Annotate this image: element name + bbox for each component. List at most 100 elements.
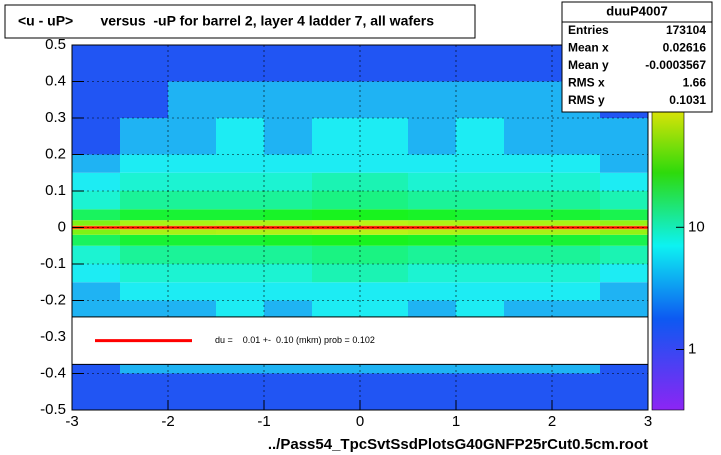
heat-cell [360, 118, 408, 155]
heat-cell [552, 172, 600, 191]
heat-cell [600, 245, 648, 264]
heat-cell [168, 154, 216, 173]
heat-cell [312, 209, 360, 221]
stats-label: Mean y [568, 58, 609, 72]
heat-cell [552, 264, 600, 283]
heat-cell [456, 373, 504, 410]
heat-cell [360, 191, 408, 210]
heat-cell [552, 234, 600, 246]
heat-cell [456, 45, 504, 82]
plot-area [71, 44, 649, 411]
heat-cell [408, 154, 456, 173]
heat-cell [504, 282, 552, 301]
heat-cell [264, 245, 312, 264]
fit-legend-text: du = 0.01 +- 0.10 (mkm) prob = 0.102 [215, 335, 375, 345]
y-tick-label: 0.1 [45, 182, 66, 199]
stats-label: Mean x [568, 41, 609, 55]
heat-cell [312, 282, 360, 301]
heat-cell [72, 154, 120, 173]
heat-cell [504, 45, 552, 82]
heat-cell [360, 172, 408, 191]
heat-cell [120, 229, 168, 235]
heat-cell [360, 220, 408, 226]
heat-cell [456, 81, 504, 118]
heat-cell [216, 220, 264, 226]
y-tick-label: 0.4 [45, 72, 66, 89]
heat-cell [312, 81, 360, 118]
heat-cell [600, 154, 648, 173]
heat-cell [600, 209, 648, 221]
heat-cell [264, 234, 312, 246]
x-tick-label: 2 [548, 413, 556, 430]
heat-cell [360, 209, 408, 221]
heat-cell [312, 154, 360, 173]
heat-cell [552, 191, 600, 210]
heat-cell [408, 191, 456, 210]
chart-title: <u - uP> versus -uP for barrel 2, layer … [18, 13, 434, 29]
heat-cell [72, 282, 120, 301]
heat-cell [408, 282, 456, 301]
heat-cell [312, 245, 360, 264]
heat-cell [552, 282, 600, 301]
y-tick-label: -0.4 [40, 364, 66, 381]
heat-cell [408, 373, 456, 410]
heat-cell [72, 81, 120, 118]
heat-cell [312, 373, 360, 410]
heat-cell [168, 45, 216, 82]
heat-cell [360, 229, 408, 235]
heat-cell [168, 209, 216, 221]
heat-cell [312, 234, 360, 246]
heat-cell [504, 220, 552, 226]
stats-value: 0.1031 [669, 93, 706, 107]
heat-cell [120, 282, 168, 301]
heat-cell [264, 373, 312, 410]
stats-label: RMS y [568, 93, 605, 107]
heat-cell [552, 209, 600, 221]
heat-cell [120, 234, 168, 246]
heat-cell [216, 45, 264, 82]
heat-cell [456, 209, 504, 221]
heat-cell [456, 220, 504, 226]
heat-cell [552, 220, 600, 226]
heat-cell [120, 264, 168, 283]
x-tick-label: -3 [65, 413, 78, 430]
heat-cell [312, 118, 360, 155]
heat-cell [360, 373, 408, 410]
heat-cell [264, 209, 312, 221]
heat-cell [264, 81, 312, 118]
heat-cell [408, 264, 456, 283]
heat-cell [72, 45, 120, 82]
heat-cell [456, 282, 504, 301]
y-tick-label: 0.3 [45, 109, 66, 126]
heat-cell [120, 172, 168, 191]
heat-cell [504, 209, 552, 221]
heat-cell [360, 264, 408, 283]
heat-cell [600, 191, 648, 210]
heat-cell [216, 264, 264, 283]
heat-cell [72, 229, 120, 235]
heat-cell [216, 191, 264, 210]
stats-box: duuP4007 Entries 173104 Mean x 0.02616 Mean … [561, 1, 713, 113]
heat-cell [216, 229, 264, 235]
heat-cell [216, 234, 264, 246]
heat-cell [504, 229, 552, 235]
z-tick-label: 10 [688, 218, 705, 235]
heat-cell [264, 45, 312, 82]
heat-cell [600, 282, 648, 301]
heat-cell [168, 282, 216, 301]
heat-cell [216, 373, 264, 410]
heat-cell [456, 118, 504, 155]
heat-cell [120, 245, 168, 264]
heat-cell [312, 45, 360, 82]
heat-cell [264, 118, 312, 155]
heat-cell [168, 191, 216, 210]
heat-cell [360, 245, 408, 264]
heat-cell [168, 81, 216, 118]
heat-cell [216, 172, 264, 191]
heat-cell [72, 373, 120, 410]
heat-cell [408, 118, 456, 155]
x-tick-label: 0 [356, 413, 364, 430]
heat-cell [72, 234, 120, 246]
heat-cell [552, 229, 600, 235]
heat-cell [120, 220, 168, 226]
